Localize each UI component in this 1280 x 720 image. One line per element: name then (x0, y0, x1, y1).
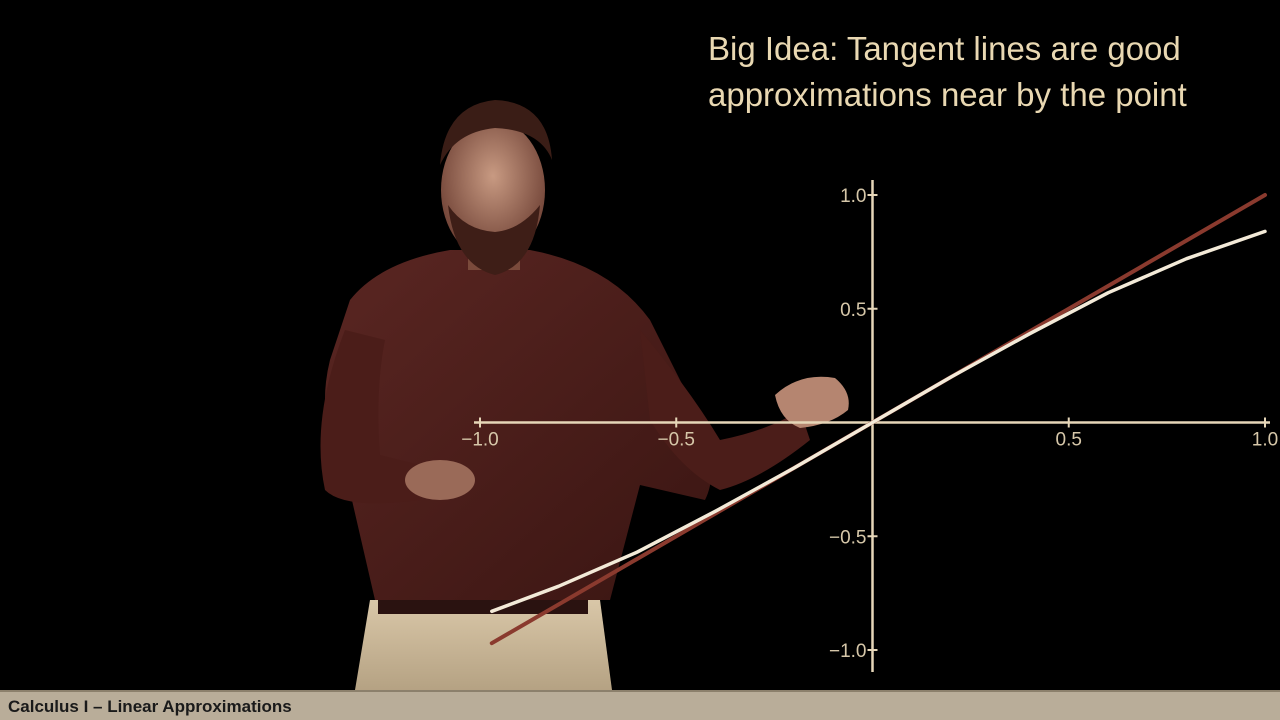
tick-labels: −1.0 −0.5 0.5 1.0 1.0 0.5 −0.5 −1.0 (461, 186, 1278, 662)
x-tick-label: −0.5 (657, 430, 695, 451)
headline-line-1: Big Idea: Tangent lines are good (708, 30, 1181, 67)
x-tick-label: −1.0 (461, 430, 499, 451)
y-tick-label: 0.5 (840, 300, 866, 321)
course-caption-bar: Calculus I – Linear Approximations (0, 690, 1280, 720)
axes (474, 180, 1270, 672)
x-tick-label: 1.0 (1252, 430, 1278, 451)
slide-headline: Big Idea: Tangent lines are good approxi… (708, 26, 1268, 118)
tick-marks (479, 194, 1266, 651)
headline-line-2: approximations near by the point (708, 76, 1187, 113)
presenter-arm-left (320, 330, 440, 504)
x-tick-label: 0.5 (1056, 430, 1082, 451)
presenter-pants (355, 600, 612, 690)
y-tick-label: −1.0 (829, 641, 867, 662)
curve-line (490, 229, 1267, 614)
presenter-shirt (325, 250, 712, 600)
y-tick-label: −0.5 (829, 527, 867, 548)
presenter-hand-left (405, 460, 475, 500)
plot-series (489, 193, 1267, 646)
presenter-hair (440, 100, 552, 165)
presenter-arm-right (640, 330, 810, 490)
presenter-hand-right (775, 376, 849, 428)
presenter-beard (448, 205, 540, 275)
y-tick-label: 1.0 (840, 186, 866, 207)
course-caption: Calculus I – Linear Approximations (8, 697, 292, 716)
